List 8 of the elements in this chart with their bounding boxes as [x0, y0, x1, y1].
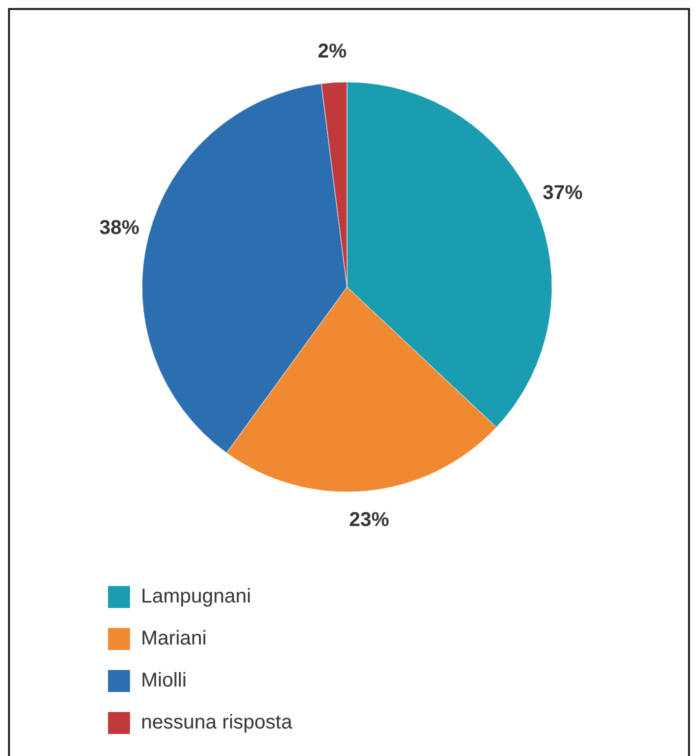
- legend-label: Miolli: [141, 669, 187, 692]
- data-label: 37%: [542, 182, 583, 204]
- data-label: 2%: [318, 40, 347, 63]
- legend-label: nessuna risposta: [141, 711, 294, 734]
- legend-label: Mariani: [141, 627, 207, 650]
- data-label: 23%: [349, 509, 390, 532]
- legend-label: Lampugnani: [141, 585, 252, 608]
- data-label: 38%: [99, 216, 140, 239]
